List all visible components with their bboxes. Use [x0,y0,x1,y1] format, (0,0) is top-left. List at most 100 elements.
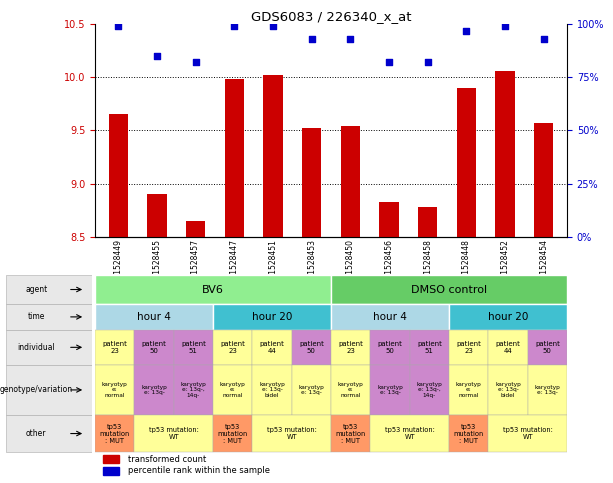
Bar [6,330,92,365]
Point [152,52,162,60]
Point [462,27,471,34]
Bar [418,207,438,237]
Bar [213,330,253,365]
Text: patient
51: patient 51 [417,341,442,354]
Text: individual: individual [17,343,55,352]
Text: karyotyp
e: 13q-: karyotyp e: 13q- [535,384,560,395]
Bar [331,275,567,304]
Point [384,58,394,66]
Text: patient
50: patient 50 [535,341,560,354]
Point [306,35,316,43]
Title: GDS6083 / 226340_x_at: GDS6083 / 226340_x_at [251,10,411,23]
Text: karyotyp
e:
normal: karyotyp e: normal [219,382,246,398]
Bar [534,123,554,237]
Text: genotype/variation: genotype/variation [0,385,73,395]
Text: tp53 mutation:
WT: tp53 mutation: WT [385,427,435,440]
Text: tp53
mutation
: MUT: tp53 mutation : MUT [454,424,484,443]
Bar [331,304,449,330]
Bar [449,415,489,452]
Text: karyotyp
e: 13q-: karyotyp e: 13q- [141,384,167,395]
Bar [379,201,398,237]
Bar [95,415,134,452]
Text: agent: agent [25,285,47,294]
Text: tp53 mutation:
WT: tp53 mutation: WT [503,427,553,440]
Bar [449,365,489,415]
Text: hour 4: hour 4 [137,312,171,322]
Bar [213,365,253,415]
Text: hour 4: hour 4 [373,312,407,322]
Bar [331,415,370,452]
Bar [134,365,173,415]
Text: BV6: BV6 [202,284,224,295]
Bar [457,88,476,237]
Bar [264,75,283,237]
Text: karyotyp
e: 13q-: karyotyp e: 13q- [299,384,324,395]
Bar [253,365,292,415]
Text: karyotyp
e:
normal: karyotyp e: normal [102,382,128,398]
Text: hour 20: hour 20 [488,312,528,322]
Bar [495,71,515,237]
Bar [147,194,167,237]
Bar [224,79,244,237]
Text: tp53 mutation:
WT: tp53 mutation: WT [149,427,199,440]
Bar [528,365,567,415]
Bar [341,126,360,237]
Text: karyotyp
e: 13q-,
14q-: karyotyp e: 13q-, 14q- [416,382,443,398]
Point [539,35,549,43]
Text: patient
44: patient 44 [259,341,284,354]
Text: patient
51: patient 51 [181,341,206,354]
Text: time: time [28,313,45,321]
Text: tp53
mutation
: MUT: tp53 mutation : MUT [335,424,366,443]
Bar [528,330,567,365]
Point [346,35,356,43]
Point [423,58,433,66]
Text: karyotyp
e: 13q-
bidel: karyotyp e: 13q- bidel [259,382,285,398]
Bar [186,221,205,237]
Text: karyotyp
e:
normal: karyotyp e: normal [455,382,482,398]
Text: karyotyp
e: 13q-: karyotyp e: 13q- [377,384,403,395]
Bar [331,365,370,415]
Bar [302,128,321,237]
Point [500,22,510,30]
Bar [95,275,331,304]
Text: patient
50: patient 50 [142,341,167,354]
Bar [95,365,134,415]
Bar [134,415,213,452]
Point [113,22,123,30]
Bar [331,330,370,365]
Text: patient
50: patient 50 [378,341,403,354]
Bar [95,330,134,365]
Text: percentile rank within the sample: percentile rank within the sample [128,466,270,475]
Bar [103,455,119,463]
Bar [292,330,331,365]
Text: hour 20: hour 20 [252,312,292,322]
Bar [449,304,567,330]
Bar [109,114,128,237]
Bar [134,330,173,365]
Bar [173,365,213,415]
Bar [6,304,92,330]
Bar [409,365,449,415]
Bar [489,365,528,415]
Bar [6,365,92,415]
Bar [95,304,213,330]
Point [268,22,278,30]
Text: tp53
mutation
: MUT: tp53 mutation : MUT [99,424,130,443]
Bar [489,330,528,365]
Text: tp53
mutation
: MUT: tp53 mutation : MUT [218,424,248,443]
Text: DMSO control: DMSO control [411,284,487,295]
Bar [213,304,331,330]
Text: patient
23: patient 23 [220,341,245,354]
Bar [449,330,489,365]
Text: tp53 mutation:
WT: tp53 mutation: WT [267,427,317,440]
Bar [409,330,449,365]
Bar [6,415,92,452]
Bar [253,415,331,452]
Bar [6,275,92,304]
Text: karyotyp
e: 13q-
bidel: karyotyp e: 13q- bidel [495,382,521,398]
Text: patient
50: patient 50 [299,341,324,354]
Bar [213,415,253,452]
Text: other: other [26,429,47,438]
Bar [370,330,409,365]
Bar [173,330,213,365]
